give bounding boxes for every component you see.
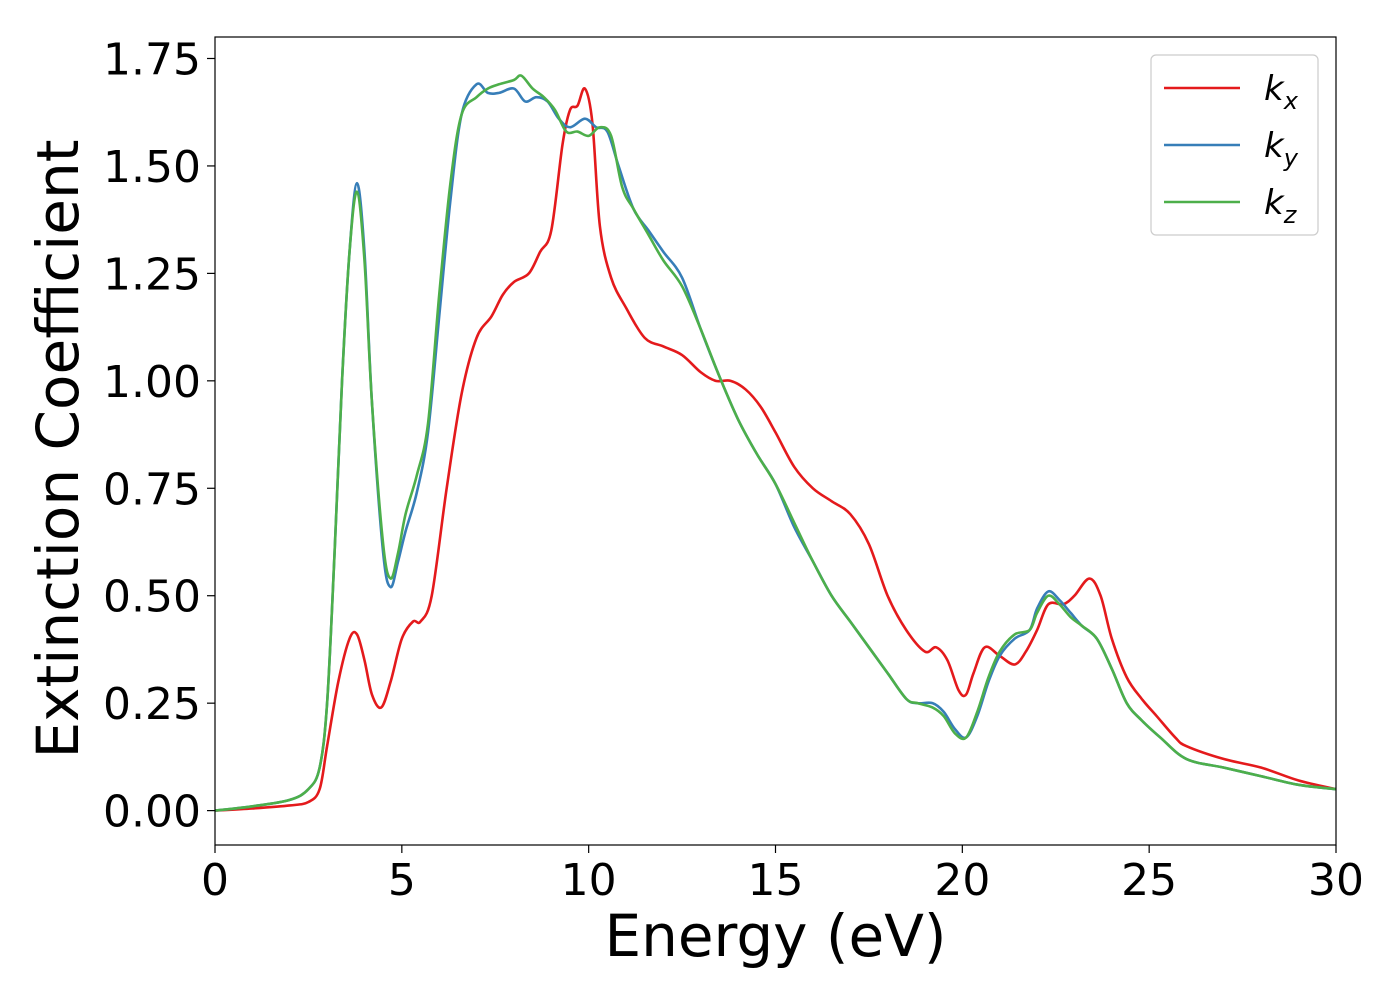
y-tick-label: 0.50	[103, 572, 201, 623]
y-tick-label: 0.25	[103, 679, 201, 730]
series-line-z	[215, 74, 1336, 812]
series-line-x	[215, 87, 1336, 812]
y-axis-label: Extinction Coefficient	[24, 140, 92, 759]
y-axis: 0.00 0.25 0.50 0.75 1.00 1.25 1.50 1.75	[103, 34, 215, 838]
legend-label-z: kz	[1264, 183, 1298, 229]
y-tick-label: 0.00	[103, 787, 201, 838]
x-tick-label: 5	[388, 855, 416, 906]
legend-label-main: k	[1264, 183, 1285, 223]
y-tick-label: 1.75	[103, 34, 201, 85]
y-tick-label: 1.00	[103, 357, 201, 408]
x-tick-label: 10	[561, 855, 617, 906]
y-tick-label: 0.75	[103, 464, 201, 515]
series-layer	[215, 74, 1336, 812]
legend-label-y: ky	[1264, 126, 1299, 172]
legend-label-main: k	[1264, 126, 1285, 166]
x-axis: 0 5 10 15 20 25 30	[201, 845, 1364, 906]
x-tick-label: 25	[1121, 855, 1177, 906]
x-axis-label: Energy (eV)	[604, 902, 946, 970]
y-tick-label: 1.50	[103, 142, 201, 193]
legend-label-subscript: x	[1283, 87, 1299, 115]
x-tick-label: 30	[1308, 855, 1364, 906]
legend-label-main: k	[1264, 69, 1285, 109]
legend-label-subscript: z	[1283, 201, 1298, 229]
x-tick-label: 0	[201, 855, 229, 906]
x-tick-label: 15	[748, 855, 804, 906]
y-tick-label: 1.25	[103, 249, 201, 300]
legend-label-x: kx	[1264, 69, 1299, 115]
x-tick-label: 20	[934, 855, 990, 906]
legend-label-subscript: y	[1283, 144, 1299, 172]
